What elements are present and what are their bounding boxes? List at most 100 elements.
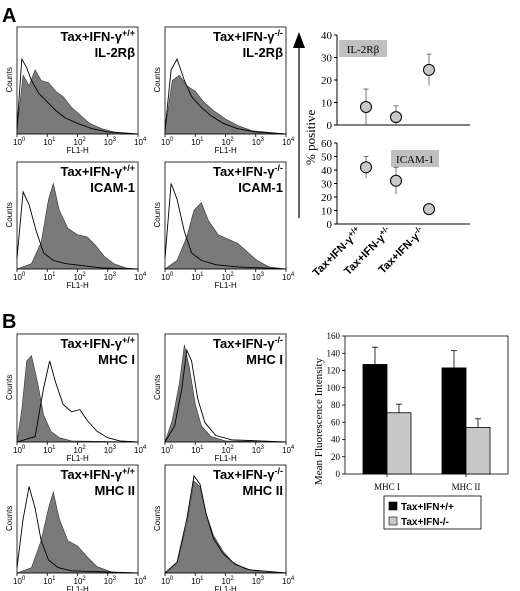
x-tick-label: 104	[134, 137, 147, 147]
x-tick-label: MHC I	[374, 482, 400, 492]
y-tick-label: 20	[321, 75, 333, 87]
y-tick-label: 60	[331, 417, 341, 427]
y-tick-label: 40	[321, 165, 333, 177]
mfi-bar-chart: 0 20 40 60 80 100 120 140 160 Mean Fluorescence I…	[313, 331, 509, 530]
x-tick-label: 101	[43, 137, 56, 147]
histogram-outline-curve	[164, 474, 287, 574]
histogram-filled-curve	[164, 74, 287, 135]
y-tick-label: 160	[327, 331, 341, 341]
subplot-label-box	[339, 40, 387, 57]
histogram-marker-label: ICAM-1	[90, 180, 135, 195]
x-axis-label: FL1-H	[67, 585, 89, 591]
x-tick-label: 103	[104, 137, 117, 147]
x-tick-label: 103	[104, 445, 117, 455]
x-tick-label: 102	[222, 137, 235, 147]
histogram-group-label: Tax+IFN-γ+/+	[60, 163, 135, 179]
data-point	[360, 161, 372, 174]
legend-label: Tax+IFN-/-	[401, 517, 449, 528]
x-tick-label: 103	[252, 272, 265, 282]
data-point	[423, 63, 435, 76]
x-tick-label: 100	[13, 445, 26, 455]
legend-box	[383, 495, 482, 530]
histogram-group-label: Tax+IFN-γ-/-	[213, 163, 283, 179]
x-tick-label: 100	[13, 576, 26, 586]
histogram-group-label: Tax+IFN-γ+/+	[60, 335, 135, 351]
y-tick-label: 40	[331, 435, 341, 445]
histogram-marker-label: MHC II	[243, 483, 283, 498]
x-tick-label: 100	[161, 445, 174, 455]
x-tick-label: 103	[252, 137, 265, 147]
y-axis-label: Mean Fluorescence Intensity	[313, 357, 325, 485]
histogram-3: 100 101 102 103 104 FL1-H Counts Tax+IFN-γ+/+IC…	[5, 161, 147, 290]
x-tick-label: 102	[222, 445, 235, 455]
y-axis-label: Counts	[5, 67, 14, 92]
x-tick-label: 104	[134, 576, 147, 586]
histogram-outline-curve	[164, 58, 287, 135]
percent-positive-chart: % positive 010203040IL-2Rβ0102030405060IC…	[293, 30, 470, 279]
x-axis-label: FL1-H	[67, 146, 89, 155]
histogram-filled-curve	[16, 182, 139, 270]
histogram-outline-curve	[164, 183, 287, 270]
x-tick-label: 102	[74, 576, 87, 586]
x-tick-label: 100	[13, 272, 26, 282]
x-tick-label: 104	[134, 445, 147, 455]
x-tick-label: 103	[104, 576, 117, 586]
x-axis-label: FL1-H	[215, 281, 237, 290]
histogram-group-label: Tax+IFN-γ+/+	[60, 466, 135, 482]
histogram-1: 100 101 102 103 104 FL1-H Counts Tax+IFN-γ+/+IL…	[5, 26, 147, 155]
y-tick-label: 40	[321, 30, 333, 42]
x-tick-label: 100	[161, 272, 174, 282]
histogram-marker-label: MHC I	[246, 352, 283, 367]
y-axis-label: Counts	[153, 67, 162, 92]
bar	[362, 364, 388, 475]
x-tick-label: 104	[282, 272, 295, 282]
histogram-filled-curve	[16, 354, 139, 443]
histogram-group-label: Tax+IFN-γ-/-	[213, 28, 283, 44]
x-tick-label: 102	[74, 272, 87, 282]
x-tick-label: 102	[222, 576, 235, 586]
histogram-filled-curve	[164, 202, 287, 270]
y-axis-label: Counts	[5, 506, 14, 531]
legend-label: Tax+IFN+/+	[401, 502, 454, 513]
x-tick-label: 103	[252, 576, 265, 586]
y-tick-label: 0	[327, 120, 333, 132]
subplot-1: 0 10 20 30 40 IL-2Rβ	[321, 30, 470, 132]
histogram-group-label: Tax+IFN-γ-/-	[213, 466, 283, 482]
histogram-group-label: Tax+IFN-γ-/-	[213, 335, 283, 351]
x-axis-label: FL1-H	[67, 281, 89, 290]
histogram-outline-curve	[16, 360, 139, 443]
x-tick-label: MHC II	[452, 482, 481, 492]
x-tick-label: 100	[161, 576, 174, 586]
data-point	[390, 111, 402, 124]
subplot-label-box	[391, 150, 439, 167]
x-tick-label: 101	[43, 445, 56, 455]
x-tick-label: 101	[43, 576, 56, 586]
histogram-outline-curve	[16, 486, 139, 574]
histogram-marker-label: MHC I	[98, 352, 135, 367]
histogram-8: 100 101 102 103 104 FL1-H Counts Tax+IFN-γ-/-MH…	[153, 464, 295, 591]
histogram-filled-curve	[16, 69, 139, 135]
x-tick-label: 101	[191, 445, 204, 455]
y-tick-label: 30	[321, 179, 333, 191]
x-tick-label: 102	[222, 272, 235, 282]
subplot-label: IL-2Rβ	[347, 44, 380, 56]
y-axis-label: Counts	[153, 202, 162, 227]
histogram-filled-curve	[164, 480, 287, 574]
y-tick-label: 10	[321, 206, 333, 218]
x-tick-label: 104	[282, 445, 295, 455]
y-axis-label: Counts	[5, 375, 14, 400]
histogram-7: 100 101 102 103 104 FL1-H Counts Tax+IFN-γ+/+MH…	[5, 464, 147, 591]
y-tick-label: 0	[336, 469, 341, 479]
y-tick-label: 140	[327, 348, 341, 358]
histogram-5: 100 101 102 103 104 FL1-H Counts Tax+IFN-γ+/+MH…	[5, 333, 147, 463]
x-tick-label: 101	[191, 576, 204, 586]
x-axis-label: FL1-H	[215, 454, 237, 463]
x-axis-label: FL1-H	[67, 454, 89, 463]
y-tick-label: 10	[321, 98, 333, 110]
histogram-filled-curve	[164, 344, 287, 443]
histogram-marker-label: IL-2Rβ	[95, 45, 136, 60]
legend-swatch	[388, 516, 398, 526]
histogram-filled-curve	[16, 490, 139, 574]
